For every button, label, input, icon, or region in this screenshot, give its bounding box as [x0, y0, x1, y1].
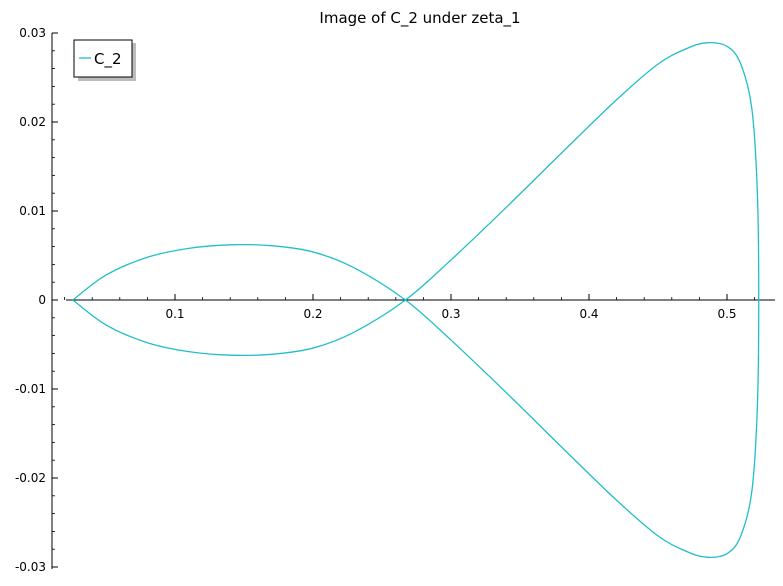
y-tick-label: 0.03 — [19, 26, 46, 40]
x-tick-label: 0.2 — [303, 307, 322, 321]
x-tick-label: 0.1 — [165, 307, 184, 321]
y-tick-label: 0 — [38, 293, 46, 307]
y-tick-label: 0.01 — [19, 204, 46, 218]
series-line-c-2 — [72, 42, 760, 558]
legend-label: C_2 — [94, 50, 122, 69]
series-layer — [72, 42, 760, 558]
x-tick-label: 0.4 — [579, 307, 598, 321]
axes: 0.03 0.02 0.01 0 -0.01 -0.02 -0.03 0.1 0.2 0.3 0.4… — [15, 26, 775, 574]
y-tick-label: 0.02 — [19, 115, 46, 129]
x-tick-label: 0.5 — [717, 307, 736, 321]
legend: C_2 — [73, 39, 136, 81]
y-tick-label: -0.02 — [15, 471, 46, 485]
y-tick-label: -0.01 — [15, 382, 46, 396]
x-tick-label: 0.3 — [441, 307, 460, 321]
y-tick-label: -0.03 — [15, 560, 46, 574]
chart-title: Image of C_2 under zeta_1 — [319, 9, 520, 28]
